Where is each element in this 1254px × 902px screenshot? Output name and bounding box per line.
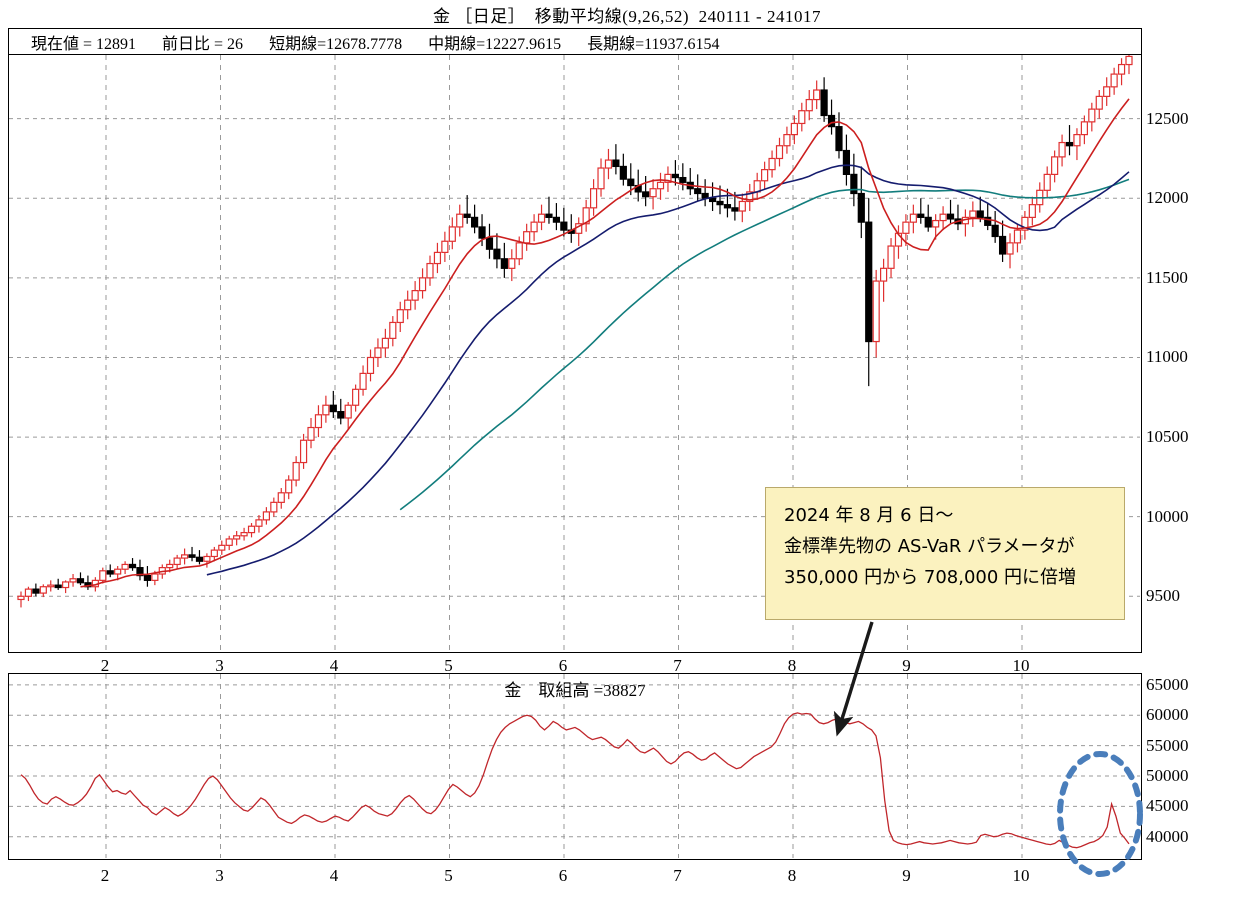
x-tick-label: 5 [444, 866, 453, 885]
y-tick-label: 40000 [1146, 826, 1189, 846]
x-tick-label: 8 [787, 866, 797, 885]
open-interest-title: 金 取組高 =38827 [504, 681, 646, 700]
chart-title: 金 ［日足］ 移動平均線(9,26,52) 240111 - 241017 [433, 7, 821, 26]
open-interest-plot-area [9, 674, 1141, 859]
annotation-callout: 2024 年 8 月 6 日〜 金標準先物の AS-VaR パラメータが 350… [765, 487, 1125, 620]
open-interest-y-axis-labels: 40000 45000 50000 55000 60000 65000 [1146, 673, 1254, 860]
price-svg [9, 55, 1140, 652]
y-tick-label: 11000 [1146, 347, 1188, 367]
x-tick-label: 2 [100, 866, 110, 885]
x-tick-label: 6 [558, 656, 568, 675]
x-tick-label: 4 [329, 866, 339, 885]
y-tick-label: 11500 [1146, 267, 1188, 287]
quote-info-bar: 現在値 = 12891 前日比 = 26 短期線=12678.7778 中期線=… [9, 29, 1141, 55]
x-tick-label: 9 [902, 866, 911, 885]
y-tick-label: 55000 [1146, 735, 1189, 755]
open-interest-panel: 金 取組高 =38827 [8, 673, 1142, 860]
open-interest-x-axis-labels: 2 3 4 5 6 7 8 9 10 [0, 866, 1254, 888]
price-x-axis-labels: 2 3 4 5 6 7 8 9 10 [0, 656, 1254, 678]
y-tick-label: 60000 [1146, 705, 1189, 725]
x-tick-label: 9 [902, 656, 911, 675]
price-chart-panel: 現在値 = 12891 前日比 = 26 短期線=12678.7778 中期線=… [8, 28, 1142, 653]
open-interest-svg [9, 674, 1140, 858]
y-tick-label: 12000 [1146, 188, 1189, 208]
short-ma-label: 短期線=12678.7778 [269, 35, 403, 53]
current-price-label: 現在値 = 12891 [31, 35, 137, 53]
mid-ma-label: 中期線=12227.9615 [428, 35, 562, 53]
y-tick-label: 65000 [1146, 674, 1189, 694]
x-tick-label: 7 [673, 866, 682, 885]
x-tick-label: 10 [1012, 656, 1030, 675]
long-ma-label: 長期線=11937.6154 [587, 35, 720, 53]
x-tick-label: 5 [444, 656, 453, 675]
x-tick-label: 8 [787, 656, 797, 675]
y-tick-label: 50000 [1146, 766, 1189, 786]
x-tick-label: 10 [1012, 866, 1030, 885]
y-tick-label: 45000 [1146, 796, 1189, 816]
y-tick-label: 10500 [1146, 427, 1189, 447]
x-tick-label: 3 [215, 656, 224, 675]
price-plot-area [9, 55, 1141, 652]
annotation-line-3: 350,000 円から 708,000 円に倍増 [784, 567, 1077, 588]
x-tick-label: 3 [215, 866, 224, 885]
annotation-line-1: 2024 年 8 月 6 日〜 [784, 505, 954, 526]
x-tick-label: 2 [100, 656, 110, 675]
y-tick-label: 12500 [1146, 108, 1189, 128]
x-tick-label: 6 [558, 866, 568, 885]
price-y-axis-labels: 9500 10000 10500 11000 11500 12000 12500 [1146, 28, 1254, 653]
annotation-line-2: 金標準先物の AS-VaR パラメータが [784, 536, 1075, 557]
price-change-label: 前日比 = 26 [162, 35, 244, 53]
y-tick-label: 9500 [1146, 586, 1180, 606]
x-tick-label: 7 [673, 656, 682, 675]
x-tick-label: 4 [329, 656, 339, 675]
y-tick-label: 10000 [1146, 506, 1189, 526]
